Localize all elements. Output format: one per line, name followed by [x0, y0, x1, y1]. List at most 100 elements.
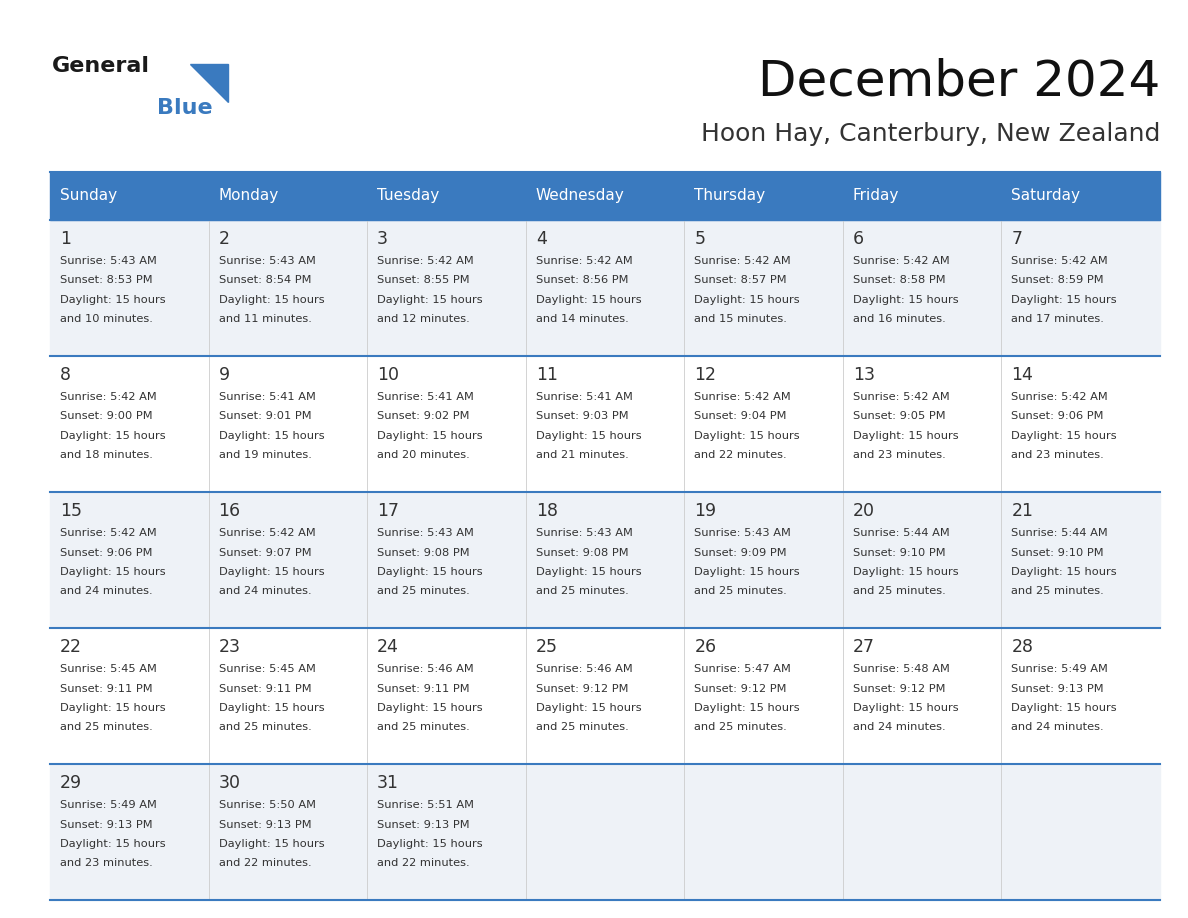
Text: 5: 5 — [694, 230, 706, 248]
Bar — [50, 492, 1159, 628]
Text: Sunrise: 5:50 AM: Sunrise: 5:50 AM — [219, 800, 316, 810]
Text: and 16 minutes.: and 16 minutes. — [853, 315, 946, 324]
Text: Sunset: 9:12 PM: Sunset: 9:12 PM — [536, 684, 628, 693]
Bar — [50, 764, 1159, 900]
Text: Daylight: 15 hours: Daylight: 15 hours — [377, 431, 482, 441]
Text: Daylight: 15 hours: Daylight: 15 hours — [694, 431, 800, 441]
Text: 11: 11 — [536, 366, 557, 384]
Text: 31: 31 — [377, 774, 399, 792]
Text: Daylight: 15 hours: Daylight: 15 hours — [853, 567, 959, 577]
Text: Sunrise: 5:43 AM: Sunrise: 5:43 AM — [61, 256, 157, 266]
Text: Sunset: 9:04 PM: Sunset: 9:04 PM — [694, 411, 786, 421]
Text: 7: 7 — [1011, 230, 1023, 248]
Text: and 14 minutes.: and 14 minutes. — [536, 315, 628, 324]
Text: 23: 23 — [219, 638, 241, 656]
Text: and 11 minutes.: and 11 minutes. — [219, 315, 311, 324]
Text: Sunrise: 5:43 AM: Sunrise: 5:43 AM — [536, 528, 632, 538]
Bar — [526, 172, 684, 220]
Text: Sunset: 9:09 PM: Sunset: 9:09 PM — [694, 547, 786, 557]
Text: Sunset: 9:03 PM: Sunset: 9:03 PM — [536, 411, 628, 421]
Text: Sunset: 9:02 PM: Sunset: 9:02 PM — [377, 411, 469, 421]
Text: 24: 24 — [377, 638, 399, 656]
Text: 15: 15 — [61, 502, 82, 520]
Text: Wednesday: Wednesday — [536, 188, 625, 204]
Text: Daylight: 15 hours: Daylight: 15 hours — [536, 295, 642, 305]
Text: 4: 4 — [536, 230, 546, 248]
Text: 22: 22 — [61, 638, 82, 656]
Text: Sunrise: 5:43 AM: Sunrise: 5:43 AM — [377, 528, 474, 538]
Text: and 22 minutes.: and 22 minutes. — [219, 858, 311, 868]
Text: Daylight: 15 hours: Daylight: 15 hours — [536, 431, 642, 441]
Text: Daylight: 15 hours: Daylight: 15 hours — [219, 567, 324, 577]
Text: 20: 20 — [853, 502, 874, 520]
Text: Sunrise: 5:41 AM: Sunrise: 5:41 AM — [536, 392, 632, 402]
Text: Daylight: 15 hours: Daylight: 15 hours — [1011, 567, 1117, 577]
Text: Daylight: 15 hours: Daylight: 15 hours — [219, 295, 324, 305]
Text: 28: 28 — [1011, 638, 1034, 656]
Text: Sunset: 8:58 PM: Sunset: 8:58 PM — [853, 275, 946, 285]
Text: and 24 minutes.: and 24 minutes. — [219, 587, 311, 597]
Text: 12: 12 — [694, 366, 716, 384]
Text: Sunset: 9:06 PM: Sunset: 9:06 PM — [61, 547, 152, 557]
Text: and 18 minutes.: and 18 minutes. — [61, 451, 153, 461]
Text: Sunrise: 5:41 AM: Sunrise: 5:41 AM — [377, 392, 474, 402]
Text: 3: 3 — [377, 230, 388, 248]
Bar — [50, 172, 209, 220]
Text: Sunset: 9:06 PM: Sunset: 9:06 PM — [1011, 411, 1104, 421]
Text: Daylight: 15 hours: Daylight: 15 hours — [377, 839, 482, 849]
Text: Daylight: 15 hours: Daylight: 15 hours — [61, 295, 165, 305]
Bar — [209, 172, 367, 220]
Text: 6: 6 — [853, 230, 864, 248]
Text: 9: 9 — [219, 366, 229, 384]
Text: Tuesday: Tuesday — [377, 188, 440, 204]
Text: Sunset: 9:13 PM: Sunset: 9:13 PM — [219, 820, 311, 830]
Text: Sunrise: 5:42 AM: Sunrise: 5:42 AM — [853, 256, 949, 266]
Text: Sunrise: 5:42 AM: Sunrise: 5:42 AM — [61, 528, 157, 538]
Text: Sunrise: 5:42 AM: Sunrise: 5:42 AM — [61, 392, 157, 402]
Text: 26: 26 — [694, 638, 716, 656]
Text: Daylight: 15 hours: Daylight: 15 hours — [694, 295, 800, 305]
Text: 30: 30 — [219, 774, 241, 792]
Text: and 25 minutes.: and 25 minutes. — [377, 722, 470, 733]
Text: Sunrise: 5:42 AM: Sunrise: 5:42 AM — [377, 256, 474, 266]
Text: and 25 minutes.: and 25 minutes. — [853, 587, 946, 597]
Text: and 25 minutes.: and 25 minutes. — [536, 587, 628, 597]
Text: 14: 14 — [1011, 366, 1034, 384]
Text: and 25 minutes.: and 25 minutes. — [1011, 587, 1104, 597]
Text: 18: 18 — [536, 502, 557, 520]
Text: Daylight: 15 hours: Daylight: 15 hours — [61, 567, 165, 577]
Text: and 25 minutes.: and 25 minutes. — [694, 722, 786, 733]
Text: and 25 minutes.: and 25 minutes. — [61, 722, 153, 733]
Text: Sunrise: 5:45 AM: Sunrise: 5:45 AM — [219, 664, 316, 674]
Text: Sunset: 9:12 PM: Sunset: 9:12 PM — [694, 684, 786, 693]
Text: 19: 19 — [694, 502, 716, 520]
Text: Monday: Monday — [219, 188, 279, 204]
Text: Sunset: 8:59 PM: Sunset: 8:59 PM — [1011, 275, 1104, 285]
Text: 25: 25 — [536, 638, 557, 656]
Bar — [842, 172, 1001, 220]
Text: Sunrise: 5:41 AM: Sunrise: 5:41 AM — [219, 392, 316, 402]
Text: Daylight: 15 hours: Daylight: 15 hours — [853, 703, 959, 713]
Text: Daylight: 15 hours: Daylight: 15 hours — [219, 703, 324, 713]
Bar — [50, 220, 1159, 356]
Text: and 20 minutes.: and 20 minutes. — [377, 451, 470, 461]
Text: Friday: Friday — [853, 188, 899, 204]
Text: Sunset: 8:53 PM: Sunset: 8:53 PM — [61, 275, 152, 285]
Text: and 12 minutes.: and 12 minutes. — [377, 315, 470, 324]
Text: Sunrise: 5:45 AM: Sunrise: 5:45 AM — [61, 664, 157, 674]
Text: and 25 minutes.: and 25 minutes. — [219, 722, 311, 733]
Text: and 17 minutes.: and 17 minutes. — [1011, 315, 1105, 324]
Text: Daylight: 15 hours: Daylight: 15 hours — [377, 567, 482, 577]
Text: Daylight: 15 hours: Daylight: 15 hours — [853, 295, 959, 305]
Text: Sunrise: 5:48 AM: Sunrise: 5:48 AM — [853, 664, 949, 674]
Text: Sunrise: 5:42 AM: Sunrise: 5:42 AM — [219, 528, 315, 538]
Text: Sunrise: 5:42 AM: Sunrise: 5:42 AM — [536, 256, 632, 266]
Text: and 25 minutes.: and 25 minutes. — [377, 587, 470, 597]
Text: Daylight: 15 hours: Daylight: 15 hours — [61, 703, 165, 713]
Text: and 15 minutes.: and 15 minutes. — [694, 315, 788, 324]
Text: and 19 minutes.: and 19 minutes. — [219, 451, 311, 461]
Text: Sunrise: 5:43 AM: Sunrise: 5:43 AM — [219, 256, 316, 266]
Text: and 23 minutes.: and 23 minutes. — [1011, 451, 1104, 461]
Text: 8: 8 — [61, 366, 71, 384]
Text: Thursday: Thursday — [694, 188, 765, 204]
